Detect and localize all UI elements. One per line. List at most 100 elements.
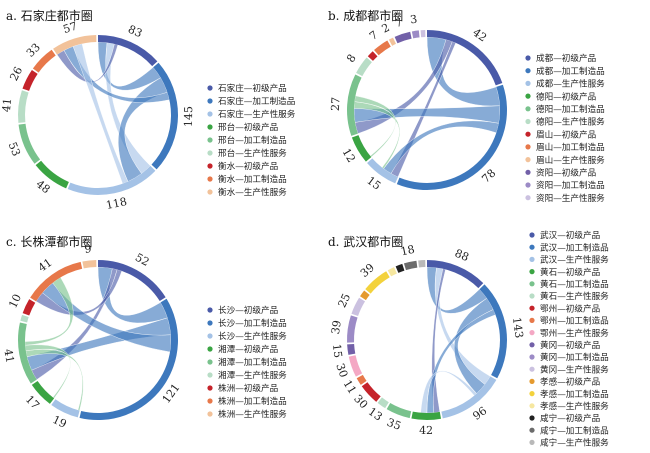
legend-label: 德阳—生产性服务 xyxy=(536,116,605,128)
chord-arc xyxy=(18,90,29,123)
legend: 长沙—初级产品长沙—加工制造品长沙—生产性服务湘潭—初级产品湘潭—加工制造品湘潭… xyxy=(207,304,287,420)
arc-value-label: 18 xyxy=(399,243,415,259)
legend-marker xyxy=(525,182,531,188)
chord-arc xyxy=(31,380,55,404)
legend-marker xyxy=(525,131,531,137)
arc-value-label: 9 xyxy=(84,242,92,256)
arc-value-label: 15 xyxy=(364,174,383,193)
legend-label: 眉山—初级产品 xyxy=(536,128,596,140)
chord-arc xyxy=(22,299,36,316)
arc-value-label: 35 xyxy=(385,416,403,433)
arc-value-label: 41 xyxy=(36,256,55,275)
chord-arc xyxy=(51,399,80,418)
legend-label: 衡水—加工制造品 xyxy=(218,173,287,185)
legend-marker xyxy=(207,411,213,417)
legend-marker xyxy=(529,354,535,360)
chord-arc xyxy=(367,158,398,184)
legend-label: 成都—加工制造品 xyxy=(536,65,605,77)
legend-marker xyxy=(207,359,213,365)
legend-marker xyxy=(529,427,535,433)
legend-marker xyxy=(207,346,213,352)
legend-marker xyxy=(529,378,535,384)
legend-label: 咸宁—加工制造品 xyxy=(540,424,609,436)
arc-value-label: 83 xyxy=(126,23,144,41)
panel-title: a. 石家庄都市圈 xyxy=(6,8,93,23)
arc-value-label: 15 xyxy=(330,343,345,358)
legend-label: 咸宁—初级产品 xyxy=(540,412,600,424)
legend-label: 石家庄—加工制造品 xyxy=(218,95,295,107)
chord-arc xyxy=(360,290,370,301)
chord-arc xyxy=(427,260,484,289)
chord-panel-2: c. 长株潭都市圈5212119174110419长沙—初级产品长沙—加工制造品… xyxy=(1,234,287,431)
legend-marker xyxy=(207,98,213,104)
arc-value-label: 27 xyxy=(329,97,343,112)
legend-label: 衡水—初级产品 xyxy=(218,160,278,172)
chord-arc xyxy=(367,51,378,61)
legend-label: 黄石—生产性服务 xyxy=(540,290,609,302)
chord-arc xyxy=(395,263,405,273)
legend-marker xyxy=(529,330,535,336)
legend-label: 株洲—加工制造品 xyxy=(218,395,287,407)
arc-value-label: 88 xyxy=(453,247,471,264)
chord-arc xyxy=(22,69,38,91)
legend-label: 鄂州—生产性服务 xyxy=(540,327,609,339)
legend-marker xyxy=(525,106,531,112)
chord-arc xyxy=(347,343,356,355)
chord-arc xyxy=(374,40,391,56)
legend-marker xyxy=(207,137,213,143)
legend-marker xyxy=(207,398,213,404)
arc-value-label: 39 xyxy=(358,261,377,280)
legend-marker xyxy=(207,111,213,117)
legend-label: 眉山—加工制造品 xyxy=(536,141,605,153)
legend-marker xyxy=(529,256,535,262)
ribbons xyxy=(420,266,496,414)
chord-panel-0: a. 石家庄都市圈 83 145 118 48 53 41 26 33 57 石家庄—初级产品石家庄… xyxy=(0,8,296,212)
legend-label: 长沙—加工制造品 xyxy=(218,317,287,329)
legend-label: 湘潭—加工制造品 xyxy=(218,356,287,368)
legend-label: 株洲—生产性服务 xyxy=(218,408,287,420)
legend-marker xyxy=(525,195,531,201)
chord-arc xyxy=(394,31,412,44)
legend-label: 孝感—生产性服务 xyxy=(540,400,609,412)
legend-label: 成都—生产性服务 xyxy=(536,78,605,90)
legend-label: 株洲—初级产品 xyxy=(218,382,278,394)
legend-label: 湘潭—生产性服务 xyxy=(218,369,287,381)
legend-marker xyxy=(207,124,213,130)
ribbons xyxy=(24,266,172,411)
arc-value-label: 19 xyxy=(50,413,68,431)
chord-arc xyxy=(53,35,97,55)
arc-value-label: 25 xyxy=(336,291,354,309)
chord-arc xyxy=(377,397,389,409)
chord-arc xyxy=(35,160,69,189)
chord-arc xyxy=(18,123,41,164)
legend-marker xyxy=(529,244,535,250)
chord-arc xyxy=(351,135,372,162)
ribbons xyxy=(56,41,170,184)
chord-arc xyxy=(348,355,363,377)
arc-value-label: 7 xyxy=(367,28,380,43)
legend: 石家庄—初级产品石家庄—加工制造品石家庄—生产性服务邢台—初级产品邢台—加工制造… xyxy=(207,82,296,198)
panel-title: b. 成都都市圈 xyxy=(328,8,403,23)
legend-marker xyxy=(529,269,535,275)
legend-label: 武汉—生产性服务 xyxy=(540,254,609,266)
chord-panel-3: d. 武汉都市圈88143964235133011301539253918武汉—… xyxy=(328,229,609,448)
legend-label: 德阳—初级产品 xyxy=(536,90,596,102)
legend-marker xyxy=(207,176,213,182)
legend-label: 石家庄—生产性服务 xyxy=(218,108,296,120)
legend-label: 咸宁—生产性服务 xyxy=(540,437,609,449)
chord-arc xyxy=(151,62,178,170)
chord-arc xyxy=(98,260,166,302)
legend-label: 黄冈—初级产品 xyxy=(540,339,600,351)
arc-value-label: 42 xyxy=(419,424,433,437)
arc-value-label: 143 xyxy=(510,316,526,339)
arc-value-label: 78 xyxy=(479,167,498,186)
legend-marker xyxy=(207,385,213,391)
legend-label: 成都—初级产品 xyxy=(536,52,596,64)
arc-value-label: 57 xyxy=(62,20,79,37)
chord-arc xyxy=(351,297,366,316)
legend-label: 衡水—生产性服务 xyxy=(218,186,287,198)
chord-arc xyxy=(479,284,507,379)
legend-label: 鄂州—加工制造品 xyxy=(540,315,609,327)
legend-marker xyxy=(525,68,531,74)
chord-arc xyxy=(346,74,362,136)
